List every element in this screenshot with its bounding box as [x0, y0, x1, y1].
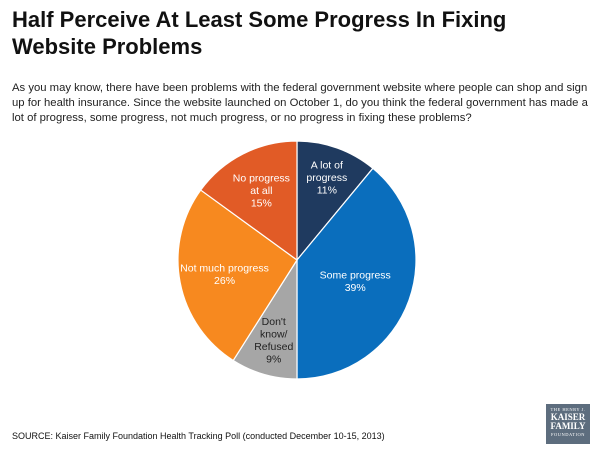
slice-category-label: A lot of	[311, 160, 343, 172]
slice-category-label: Not much progress	[180, 263, 269, 275]
slice-category-label: progress	[306, 172, 347, 184]
slice-category-label: Don't	[262, 316, 286, 328]
logo-line-1: THE HENRY J.	[550, 407, 586, 412]
kff-logo: THE HENRY J. KAISER FAMILY FOUNDATION	[546, 404, 590, 444]
slice-category-label: Refused	[254, 341, 293, 353]
chart-title: Half Perceive At Least Some Progress In …	[12, 7, 507, 59]
source-note: SOURCE: Kaiser Family Foundation Health …	[12, 431, 385, 441]
survey-question: As you may know, there have been problem…	[12, 82, 588, 124]
slice-label: Not much progress 26%	[180, 263, 269, 288]
pie-slice	[199, 140, 298, 262]
slice-value-label: 39%	[345, 282, 366, 294]
slice-value-label: 15%	[251, 198, 272, 210]
logo-line-4: FOUNDATION	[551, 432, 585, 437]
logo-line-2: KAISER	[550, 412, 586, 422]
slice-label: Some progress 39%	[320, 270, 391, 295]
slice-category-label: at all	[250, 185, 272, 197]
slice-category-label: know/	[260, 329, 288, 341]
slice-category-label: No progress	[233, 173, 290, 185]
slice-value-label: 26%	[214, 275, 235, 287]
slice-label: No progress at all 15%	[233, 173, 290, 210]
slice-value-label: 11%	[317, 185, 337, 197]
slice-category-label: Some progress	[320, 270, 391, 282]
slice-label: Don't know/Refused 9%	[254, 316, 293, 366]
slice-value-label: 9%	[266, 354, 281, 366]
slice-label: A lot of progress 11%	[306, 160, 347, 197]
pie-slice	[296, 167, 417, 380]
pie-slice	[177, 189, 298, 362]
pie-slice	[296, 140, 374, 262]
logo-line-3: FAMILY	[550, 421, 586, 431]
